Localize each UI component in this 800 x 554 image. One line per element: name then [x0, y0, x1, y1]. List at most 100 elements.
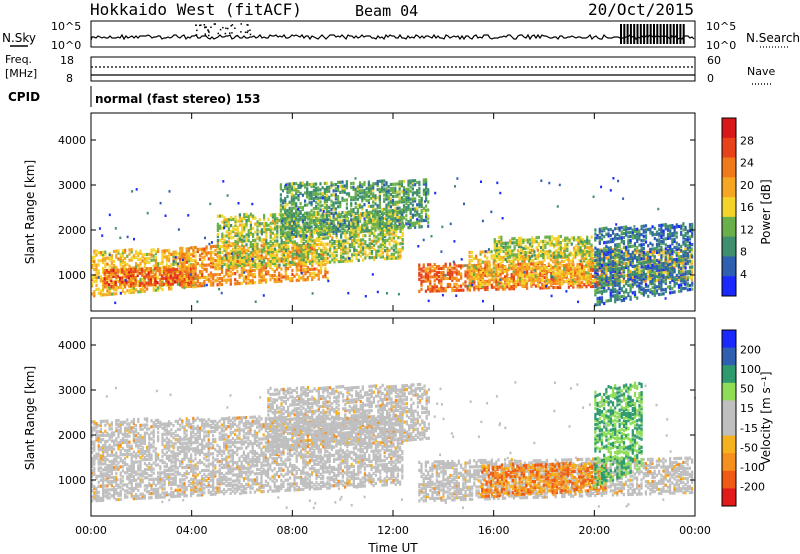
data-cell	[427, 279, 430, 283]
data-cell	[269, 278, 272, 282]
data-cell	[365, 192, 368, 196]
data-cell	[234, 239, 237, 244]
data-cell	[386, 230, 389, 234]
data-cell	[440, 266, 443, 271]
data-cell	[304, 272, 307, 276]
data-cell	[311, 271, 314, 275]
data-cell	[399, 248, 402, 252]
data-cell	[405, 187, 408, 191]
data-cell	[457, 272, 460, 276]
data-cell	[350, 226, 353, 230]
data-cell	[325, 210, 329, 214]
data-cell	[488, 270, 491, 274]
data-cell	[256, 242, 259, 246]
data-cell	[170, 287, 173, 291]
data-cell	[149, 279, 152, 283]
data-cell	[383, 199, 386, 203]
data-cell	[147, 283, 150, 287]
data-cell	[347, 222, 351, 226]
data-cell	[549, 254, 553, 258]
data-cell	[396, 182, 399, 186]
data-cell	[345, 186, 348, 190]
data-cell	[249, 222, 252, 226]
data-cell	[383, 193, 386, 197]
data-cell	[342, 243, 345, 247]
data-cell	[181, 281, 184, 285]
data-cell	[147, 273, 150, 277]
data-cell	[444, 289, 447, 293]
data-cell	[373, 233, 376, 237]
data-cell	[433, 273, 436, 277]
data-cell	[328, 195, 331, 199]
data-cell	[484, 287, 487, 292]
data-cell	[214, 273, 217, 277]
data-cell	[108, 290, 111, 294]
data-cell	[574, 271, 577, 275]
noise-dot	[231, 32, 233, 34]
data-cell	[256, 244, 259, 248]
data-cell	[361, 197, 364, 201]
data-cell	[315, 186, 318, 190]
data-cell	[285, 251, 288, 255]
data-cell	[216, 243, 219, 247]
data-cell	[240, 251, 243, 255]
data-cell	[269, 260, 272, 264]
data-cell	[260, 278, 263, 282]
data-cell	[306, 189, 309, 193]
data-cell	[325, 222, 329, 226]
data-cell	[106, 288, 109, 293]
data-cell	[442, 266, 445, 270]
data-cell	[125, 280, 128, 284]
data-cell	[492, 274, 495, 278]
data-cell	[174, 254, 177, 258]
data-cell	[339, 215, 342, 219]
data-cell	[352, 228, 355, 232]
data-cell	[565, 263, 568, 267]
data-cell	[192, 276, 195, 280]
data-cell	[389, 182, 392, 187]
data-cell	[170, 262, 173, 267]
data-cell	[110, 262, 113, 266]
data-cell	[312, 221, 315, 225]
data-cell	[585, 264, 588, 268]
data-cell	[409, 221, 412, 226]
data-cell	[97, 287, 100, 291]
data-cell	[288, 206, 291, 210]
data-cell	[346, 251, 349, 255]
data-cell	[274, 239, 277, 243]
data-cell	[505, 273, 509, 278]
data-cell	[473, 282, 476, 286]
data-cell	[359, 248, 362, 252]
data-cell	[187, 263, 190, 267]
data-cell	[414, 199, 417, 203]
data-cell	[429, 263, 432, 267]
data-cell	[342, 219, 345, 223]
noise-dot	[195, 24, 197, 26]
data-cell	[592, 284, 595, 289]
data-cell	[290, 210, 293, 214]
data-cell	[242, 251, 246, 255]
data-cell	[574, 277, 577, 281]
data-cell	[230, 232, 233, 236]
data-cell	[253, 260, 257, 264]
data-cell	[236, 231, 239, 235]
data-cell	[315, 182, 318, 186]
data-cell	[102, 252, 105, 256]
data-cell	[399, 256, 402, 260]
data-cell	[306, 215, 309, 219]
data-cell	[477, 276, 480, 281]
data-cell	[394, 188, 397, 192]
data-cell	[141, 253, 144, 257]
data-cell	[308, 227, 311, 231]
data-cell	[442, 274, 445, 279]
data-cell	[293, 182, 296, 186]
data-cell	[368, 248, 371, 252]
data-cell	[521, 273, 524, 277]
data-cell	[130, 290, 133, 294]
data-cell	[181, 285, 184, 289]
data-cell	[181, 252, 184, 256]
data-cell	[552, 281, 555, 286]
data-cell	[324, 250, 327, 254]
data-cell	[249, 241, 252, 245]
data-cell	[269, 274, 272, 278]
